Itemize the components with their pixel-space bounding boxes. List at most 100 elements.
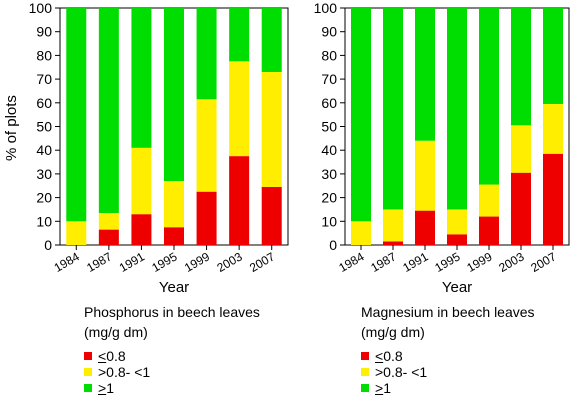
bar-segment — [196, 99, 217, 192]
x-axis-label: Year — [159, 279, 189, 296]
x-tick-label: 2007 — [528, 249, 558, 275]
legend-swatch-red — [84, 352, 92, 360]
phosphorus-legend: Phosphorus in beech leaves (mg/g dm) <0.… — [84, 302, 260, 396]
y-tick-label: 80 — [321, 47, 337, 63]
x-tick-label: 1987 — [368, 249, 398, 275]
y-tick-label: 0 — [329, 237, 337, 253]
legend-label-low: <0.8 — [98, 348, 126, 364]
legend-label-low: <0.8 — [375, 348, 403, 364]
bar-segment — [479, 8, 499, 185]
x-tick-label: 1999 — [182, 249, 212, 275]
legend-item-high: >1 — [361, 380, 535, 396]
bar-segment — [229, 8, 250, 62]
magnesium-legend-title-line1: Magnesium in beech leaves — [361, 304, 535, 320]
x-tick-label: 2003 — [215, 249, 245, 275]
x-tick-label: 1991 — [400, 249, 430, 275]
legend-item-mid: >0.8- <1 — [361, 364, 535, 380]
x-tick-label: 1995 — [149, 249, 179, 275]
bar-segment — [415, 8, 435, 141]
bar-segment — [543, 103, 563, 154]
bar-segment — [196, 8, 217, 100]
legend-item-high: >1 — [84, 380, 260, 396]
bar-segment — [543, 153, 563, 245]
x-tick-label: 1987 — [84, 249, 114, 275]
bar-segment — [511, 8, 531, 126]
y-tick-label: 50 — [321, 119, 337, 135]
y-tick-label: 60 — [36, 95, 52, 111]
bar-segment — [383, 241, 403, 245]
x-tick-label: 2003 — [496, 249, 526, 275]
bar-segment — [261, 8, 282, 72]
y-tick-label: 70 — [321, 71, 337, 87]
bar-segment — [351, 8, 371, 222]
x-tick-label: 1995 — [432, 249, 462, 275]
bar-segment — [131, 147, 152, 215]
phosphorus-legend-title-line1: Phosphorus in beech leaves — [84, 304, 260, 320]
bar-segment — [479, 216, 499, 245]
bar-segment — [66, 8, 87, 222]
legend-swatch-green — [361, 384, 369, 392]
legend-swatch-green — [84, 384, 92, 392]
bar-segment — [261, 186, 282, 245]
bar-segment — [383, 209, 403, 242]
bar-segment — [98, 229, 119, 245]
bar-segment — [164, 227, 184, 245]
x-axis-label: Year — [442, 279, 472, 296]
bar-segment — [196, 191, 217, 245]
bar-segment — [543, 8, 563, 104]
y-tick-label: 0 — [44, 237, 52, 253]
bar-segment — [479, 184, 499, 217]
y-tick-label: 20 — [321, 190, 337, 206]
bar-segment — [447, 8, 467, 210]
bar-segment — [511, 125, 531, 173]
legend-item-mid: >0.8- <1 — [84, 364, 260, 380]
legend-swatch-yellow — [84, 368, 92, 376]
magnesium-legend: Magnesium in beech leaves (mg/g dm) <0.8… — [361, 302, 535, 396]
bar-segment — [131, 214, 152, 245]
bar-segment — [98, 8, 119, 214]
legend-label-high: >1 — [375, 380, 391, 396]
phosphorus-legend-title: Phosphorus in beech leaves (mg/g dm) — [84, 302, 260, 342]
bar-segment — [98, 213, 119, 230]
x-tick-label: 2007 — [247, 249, 277, 275]
y-tick-label: 30 — [321, 166, 337, 182]
bar-segment — [131, 8, 152, 148]
bar-segment — [351, 221, 371, 245]
bar-segment — [66, 221, 87, 245]
legend-label-mid: >0.8- <1 — [98, 364, 151, 380]
bar-segment — [229, 61, 250, 157]
y-tick-label: 80 — [36, 47, 52, 63]
y-tick-label: 60 — [321, 95, 337, 111]
x-tick-label: 1999 — [464, 249, 494, 275]
magnesium-legend-title-line2: (mg/g dm) — [361, 324, 425, 340]
x-tick-label: 1984 — [52, 249, 82, 275]
bar-segment — [229, 156, 250, 245]
magnesium-chart: 0 10 20 30 40 50 60 70 80 90 100 1984 1987 1991 1995 19… — [314, 0, 570, 296]
y-tick-label: 90 — [36, 24, 52, 40]
bar-segment — [415, 140, 435, 211]
legend-item-low: <0.8 — [84, 348, 260, 364]
phosphorus-legend-title-line2: (mg/g dm) — [84, 324, 148, 340]
y-tick-label: 10 — [36, 213, 52, 229]
legend-label-high: >1 — [98, 380, 114, 396]
phosphorus-chart: 0 10 20 30 40 50 60 70 80 90 100 1984 1987 1991 1995 19… — [29, 0, 289, 296]
y-tick-label: 20 — [36, 190, 52, 206]
y-tick-label: 30 — [36, 166, 52, 182]
bar-segment — [447, 234, 467, 245]
legend-swatch-yellow — [361, 368, 369, 376]
y-axis-label: % of plots — [3, 95, 20, 161]
bar-segment — [383, 8, 403, 210]
y-tick-label: 90 — [321, 24, 337, 40]
legend-item-low: <0.8 — [361, 348, 535, 364]
magnesium-legend-title: Magnesium in beech leaves (mg/g dm) — [361, 302, 535, 342]
x-tick-label: 1991 — [117, 249, 147, 275]
bar-segment — [415, 210, 435, 245]
y-tick-label: 40 — [321, 142, 337, 158]
bar-segment — [164, 181, 184, 228]
y-tick-label: 100 — [29, 0, 53, 16]
legend-label-mid: >0.8- <1 — [375, 364, 428, 380]
bar-segment — [511, 172, 531, 245]
bar-segment — [261, 71, 282, 187]
y-tick-label: 10 — [321, 213, 337, 229]
